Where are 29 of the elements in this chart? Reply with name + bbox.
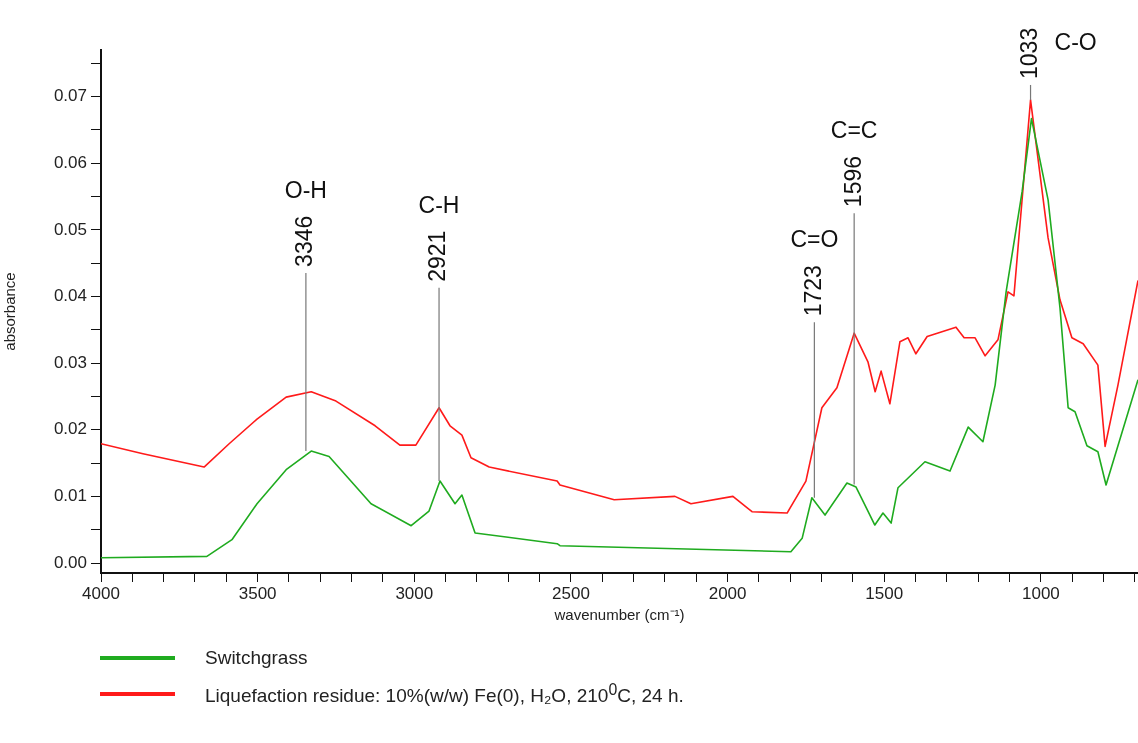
annotation: C-H	[418, 191, 460, 218]
y-tick-label: 0.03	[53, 352, 87, 372]
annotation: C-O	[1054, 29, 1097, 56]
annotation: 3346	[291, 215, 318, 267]
annotation: 1596	[839, 155, 866, 208]
y-tick-label: 0.02	[53, 419, 87, 439]
y-axis-title: absorbance	[1, 272, 19, 351]
y-tick-label: 0.04	[53, 286, 87, 306]
x-tick-label: 2500	[552, 583, 590, 603]
annotation: C=C	[830, 117, 878, 144]
x-tick-label: 2000	[708, 583, 747, 603]
annotation: 2921	[424, 230, 451, 282]
y-tick-label: 0.05	[53, 219, 87, 239]
x-axis-title: wavenumber (cm⁻¹)	[553, 606, 685, 624]
x-tick-label: 3000	[395, 583, 434, 603]
x-tick-label: 4000	[82, 583, 120, 603]
annotation: 1033	[1015, 27, 1042, 79]
x-tick-label: 1500	[865, 583, 904, 603]
legend-label: Liquefaction residue: 10%(w/w) Fe(0), H₂O, 210$^{0}$C, 24 h.	[205, 680, 684, 708]
x-tick-label: 1000	[1021, 583, 1060, 603]
y-tick-label: 0.00	[53, 552, 87, 572]
annotation: 1723	[799, 265, 826, 317]
x-tick-label: 3500	[238, 583, 277, 603]
legend-label: Switchgrass	[205, 647, 308, 669]
annotation: C=O	[790, 226, 839, 253]
y-tick-label: 0.01	[53, 486, 87, 506]
y-tick-label: 0.06	[53, 152, 87, 172]
y-tick-label: 0.07	[53, 86, 87, 106]
annotation: O-H	[284, 177, 327, 204]
